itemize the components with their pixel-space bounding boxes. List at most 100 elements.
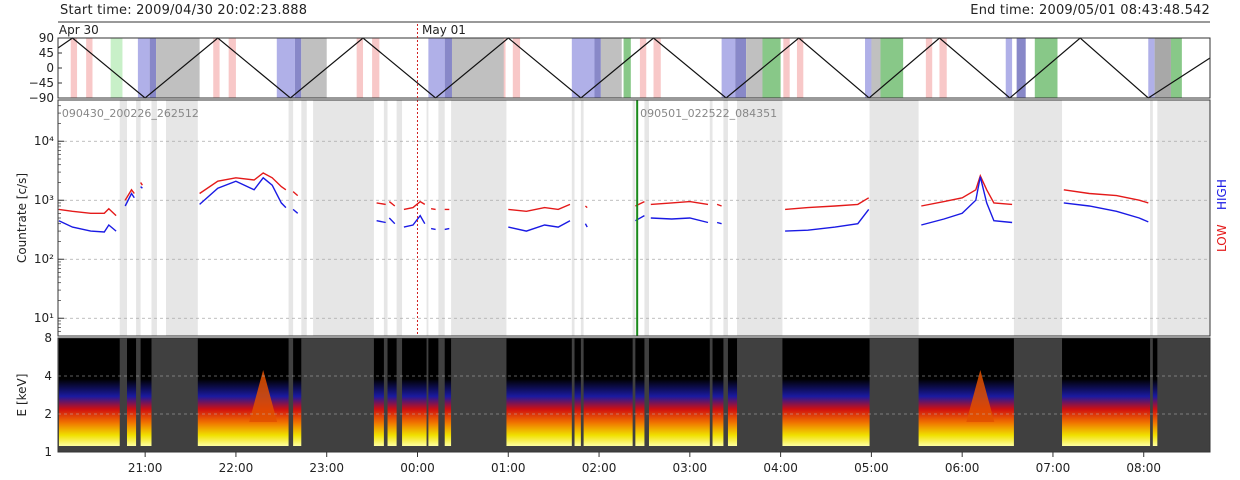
spectrogram-segment: [428, 338, 439, 446]
orbit-band: [1154, 38, 1171, 98]
rate-tick-label: 10²: [34, 252, 54, 266]
data-gap: [151, 100, 157, 336]
time-tick-label: 07:00: [1036, 461, 1071, 475]
spectrogram-segment: [402, 338, 427, 446]
rate-tick-label: 10³: [34, 193, 54, 207]
spectrogram-segment: [126, 338, 137, 446]
orbit-band: [623, 38, 631, 98]
orbit-band: [149, 38, 157, 98]
data-gap: [1013, 100, 1063, 336]
spectrogram-segment: [574, 338, 581, 446]
series-low: [58, 172, 1149, 217]
data-gap: [166, 100, 198, 336]
data-gap: [644, 100, 649, 336]
orbit-band: [796, 38, 804, 98]
data-gap: [438, 100, 445, 336]
spectrogram-segment: [293, 338, 302, 446]
orbit-band: [228, 38, 236, 98]
time-tick-label: 01:00: [491, 461, 526, 475]
orbit-band: [1016, 38, 1026, 98]
orbit-band: [571, 38, 595, 98]
rate-frame: [57, 99, 1211, 337]
date-label-apr30: Apr 30: [59, 23, 99, 37]
spectrogram-segment: [1152, 338, 1158, 446]
spectrogram-segment: [727, 338, 738, 446]
spectrogram-segment: [58, 338, 120, 446]
orbit-band: [1034, 38, 1058, 98]
spec-frame: [57, 337, 1211, 453]
low-legend-label: LOW: [1215, 224, 1229, 252]
rate-tick-label: 10⁴: [34, 134, 54, 148]
data-gap: [723, 100, 728, 336]
time-tick-label: 05:00: [854, 461, 889, 475]
spectrogram-segment: [712, 338, 724, 446]
orbit-band: [86, 38, 93, 98]
orbit-band: [451, 38, 504, 98]
spec-tick-label: 8: [44, 331, 52, 345]
data-gap: [301, 100, 307, 336]
start-time-label: Start time: 2009/04/30 20:02:23.888: [60, 3, 308, 18]
date-label-may01: May 01: [422, 23, 466, 37]
orbit-band: [1005, 38, 1013, 98]
countrate-panel: 090430_200226_262512 090501_022522_084351…: [15, 99, 1229, 337]
orbit-tick-label: −45: [29, 76, 54, 90]
spectrogram-segment: [506, 338, 572, 446]
orbit-band: [762, 38, 781, 98]
orbit-band: [110, 38, 123, 98]
orbit-band: [871, 38, 881, 98]
data-gap: [451, 100, 507, 336]
data-gap: [737, 100, 783, 336]
flare-id-label: 090501_022522_084351: [640, 107, 777, 120]
high-legend-label: HIGH: [1215, 179, 1229, 210]
data-gap: [1157, 100, 1210, 336]
time-tick-label: 00:00: [400, 461, 435, 475]
orbit-band: [444, 38, 452, 98]
spec-tick-label: 2: [44, 407, 52, 421]
spec-axis-label: E [keV]: [15, 374, 29, 417]
orbit-band: [880, 38, 904, 98]
orbit-band: [653, 38, 661, 98]
time-tick-label: 22:00: [219, 461, 254, 475]
orbit-band: [276, 38, 295, 98]
orbit-band: [925, 38, 933, 98]
flare-id-label: 090430_200226_262512: [62, 107, 199, 120]
orbit-band: [639, 38, 647, 98]
data-gap: [632, 100, 636, 336]
time-tick-label: 02:00: [582, 461, 617, 475]
orbit-tick-label: −90: [29, 91, 54, 105]
orbit-band: [600, 38, 622, 98]
orbit-band: [783, 38, 790, 98]
data-gap: [426, 100, 429, 336]
spectrogram-segment: [635, 338, 645, 446]
time-tick-label: 04:00: [763, 461, 798, 475]
orbit-band: [865, 38, 876, 98]
orbit-band: [137, 38, 150, 98]
spectrogram-segment: [918, 338, 1014, 446]
spectrogram-segment: [387, 338, 397, 446]
spectrogram-panel: 1 2 4 8 E [keV]: [15, 331, 1211, 459]
data-gap: [396, 100, 403, 336]
orbit-band: [356, 38, 364, 98]
time-axis: 21:00 22:00 23:00 00:00 01:00 02:00 03:00 04:00…: [128, 452, 1161, 475]
orbit-tick-label: 90: [39, 31, 54, 45]
orbit-band: [156, 38, 200, 98]
data-gap: [313, 100, 374, 336]
flare-plume: [966, 370, 995, 422]
data-gap: [383, 100, 388, 336]
orbit-band: [294, 38, 302, 98]
orbit-band: [512, 38, 521, 98]
orbit-tick-label: 0: [46, 61, 54, 75]
spectrogram-segment: [444, 338, 452, 446]
time-tick-label: 08:00: [1126, 461, 1161, 475]
spectrogram-segment: [373, 338, 384, 446]
data-gap: [709, 100, 713, 336]
end-time-label: End time: 2009/05/01 08:43:48.542: [970, 3, 1210, 18]
data-gap: [119, 100, 127, 336]
spectrogram-segment: [782, 338, 870, 446]
orbit-band: [939, 38, 947, 98]
orbit-band: [735, 38, 747, 98]
spectrogram-segment: [140, 338, 152, 446]
time-tick-label: 03:00: [673, 461, 708, 475]
